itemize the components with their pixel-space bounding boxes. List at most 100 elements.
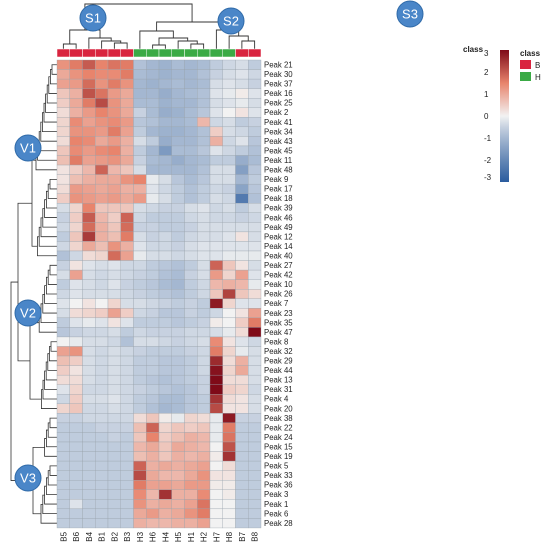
heatmap-cell (120, 117, 134, 128)
heatmap-cell (133, 518, 147, 529)
class-bar-label: class (463, 45, 484, 54)
heatmap-cell (82, 164, 96, 175)
heatmap-cell (158, 59, 172, 70)
heatmap-cell (69, 212, 83, 223)
class-bar-cell (222, 48, 236, 58)
heatmap-cell (82, 508, 96, 519)
heatmap-cell (69, 88, 83, 99)
heatmap-cell (184, 241, 198, 252)
heatmap-cell (133, 365, 147, 376)
heatmap-cell (107, 384, 121, 395)
heatmap-cell (209, 117, 223, 128)
heatmap-cell (171, 518, 185, 529)
heatmap-cell (222, 384, 236, 395)
heatmap-cell (184, 155, 198, 166)
heatmap-cell (197, 279, 211, 290)
heatmap-cell (235, 518, 249, 529)
heatmap-cell (197, 193, 211, 204)
heatmap-cell (107, 499, 121, 510)
heatmap-cell (107, 107, 121, 118)
heatmap-cell (184, 231, 198, 242)
heatmap-cell (120, 69, 134, 80)
heatmap-cell (82, 422, 96, 433)
heatmap-cell (171, 212, 185, 223)
heatmap-cell (209, 317, 223, 328)
heatmap-cell (235, 126, 249, 137)
heatmap-cell (209, 422, 223, 433)
heatmap-cell (235, 174, 249, 185)
heatmap-cell (82, 317, 96, 328)
heatmap-cell (184, 222, 198, 233)
heatmap-cell (222, 317, 236, 328)
heatmap-cell (248, 336, 262, 347)
row-label: Peak 8 (264, 337, 288, 346)
heatmap-cell (222, 308, 236, 319)
heatmap-cell (133, 422, 147, 433)
heatmap-cell (120, 422, 134, 433)
heatmap-cell (56, 241, 70, 252)
heatmap-cell (171, 88, 185, 99)
heatmap-cell (171, 117, 185, 128)
heatmap-cell (222, 480, 236, 490)
heatmap-cell (146, 470, 160, 481)
heatmap-cell (120, 327, 134, 338)
heatmap-cell (171, 422, 185, 433)
heatmap-cell (120, 78, 134, 89)
heatmap-cell (95, 145, 109, 156)
heatmap-cell (82, 193, 96, 204)
heatmap-cell (82, 241, 96, 252)
heatmap-cell (222, 327, 236, 338)
heatmap-cell (171, 508, 185, 519)
heatmap-cell (248, 489, 262, 500)
heatmap-cell (197, 289, 211, 299)
heatmap-cell (146, 260, 160, 271)
column-dendrogram-branch (177, 40, 198, 49)
heatmap-cell (82, 413, 96, 424)
row-label: Peak 1 (264, 500, 288, 509)
heatmap-cell (222, 59, 236, 70)
column-label: B6 (72, 531, 81, 541)
heatmap-cell (209, 107, 223, 118)
heatmap-cell (133, 480, 147, 490)
heatmap-cell (107, 413, 121, 424)
heatmap-cell (248, 441, 262, 452)
heatmap-cell (69, 489, 83, 500)
heatmap-cell (235, 88, 249, 99)
column-label: B5 (59, 531, 68, 541)
heatmap-cell (171, 432, 185, 443)
heatmap-cell (197, 98, 211, 108)
heatmap-cell (209, 250, 223, 261)
heatmap-cell (197, 155, 211, 166)
heatmap-cell (171, 59, 185, 70)
heatmap-cell (95, 470, 109, 481)
heatmap-cell (171, 441, 185, 452)
heatmap-cell (82, 518, 96, 529)
heatmap-cell (197, 422, 211, 433)
heatmap-cell (56, 308, 70, 319)
heatmap-cell (69, 384, 83, 395)
heatmap-cell (133, 355, 147, 366)
heatmap-cell (171, 250, 185, 261)
heatmap-cell (95, 508, 109, 519)
heatmap-cell (95, 422, 109, 433)
heatmap-cell (222, 518, 236, 529)
heatmap-cell (184, 59, 198, 70)
heatmap-cell (107, 508, 121, 519)
heatmap-cell (158, 193, 172, 204)
heatmap-cell (107, 78, 121, 89)
heatmap-cell (184, 384, 198, 395)
heatmap-cell (95, 394, 109, 404)
heatmap-cell (56, 269, 70, 280)
heatmap-cell (146, 231, 160, 242)
heatmap-cell (235, 317, 249, 328)
colorbar-tick-label: 3 (484, 49, 489, 58)
heatmap-cell (120, 451, 134, 462)
column-label: B3 (123, 531, 132, 541)
heatmap-cell (184, 346, 198, 357)
heatmap-cell (235, 470, 249, 481)
heatmap-cell (82, 289, 96, 299)
heatmap-cell (209, 365, 223, 376)
class-legend-title: class (520, 49, 541, 58)
row-dendrogram-branch (47, 422, 57, 438)
heatmap-cell (107, 117, 121, 128)
